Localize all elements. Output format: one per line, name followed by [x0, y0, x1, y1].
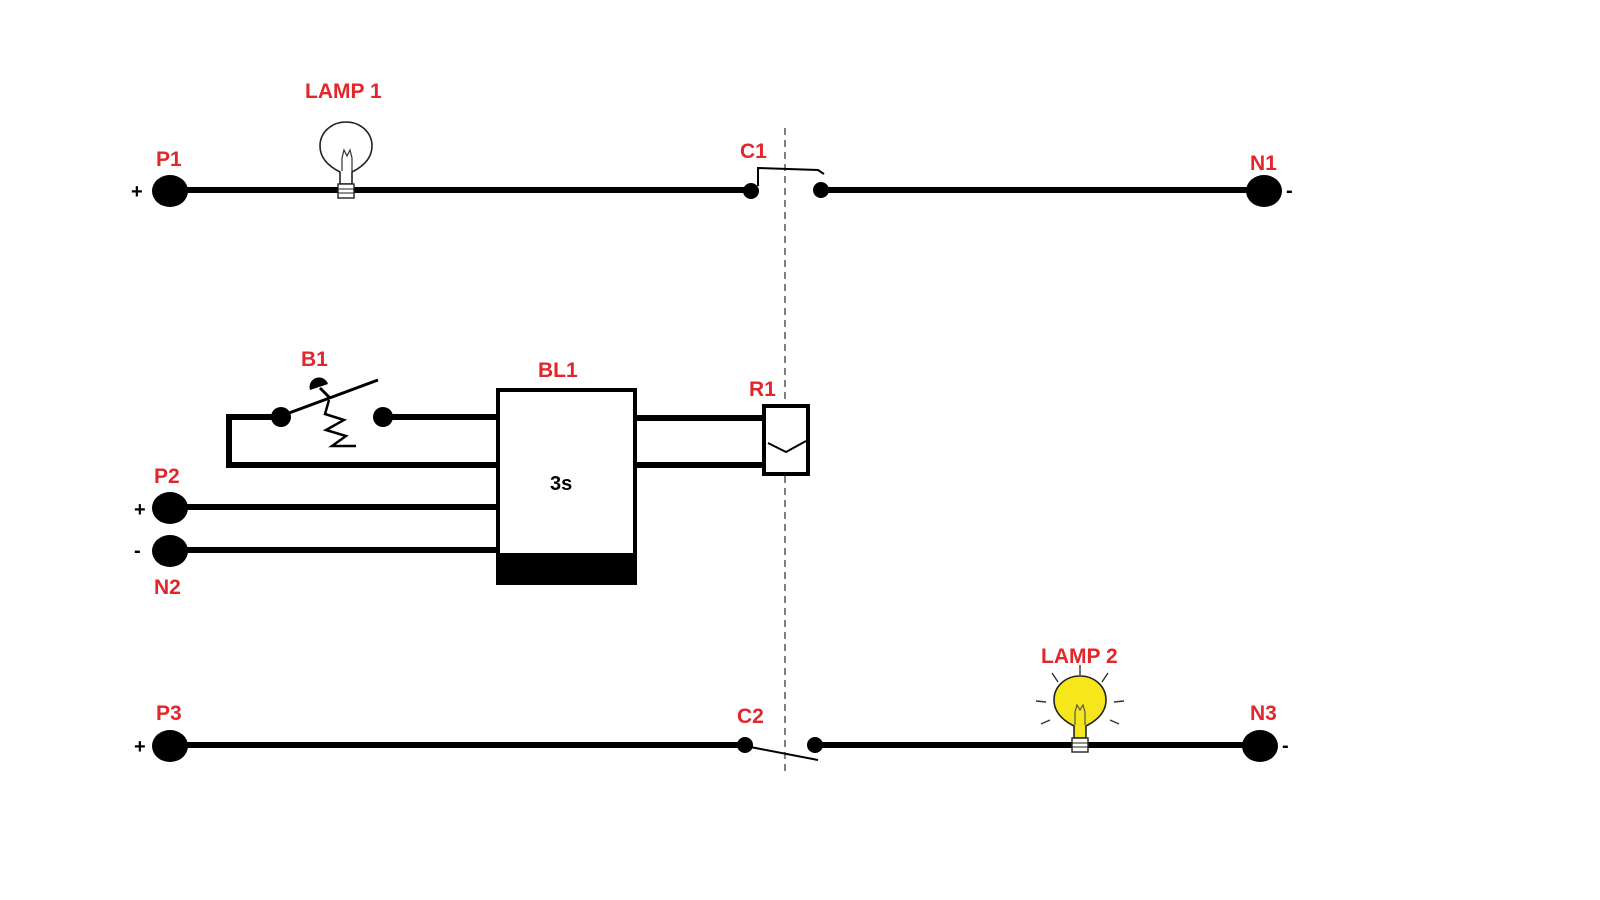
timer-block-bl1 — [496, 388, 637, 585]
circuit-1: + - P1 N1 C1 LAMP 1 — [131, 80, 1293, 207]
lamp-1 — [319, 121, 373, 199]
label-r1: R1 — [749, 378, 776, 401]
timer-delay-label: 3s — [550, 473, 572, 495]
label-bl1: BL1 — [538, 359, 578, 382]
label-p1: P1 — [156, 148, 182, 171]
sign-p3: + — [134, 736, 146, 758]
label-c2: C2 — [737, 705, 764, 728]
terminal-n1 — [1246, 175, 1282, 207]
label-lamp1: LAMP 1 — [305, 80, 382, 103]
terminal-n3 — [1242, 730, 1278, 762]
sign-p2: + — [134, 499, 146, 521]
light-bulb-icon — [319, 121, 373, 199]
control-circuit: 3s + - P2 N2 B1 BL1 R1 — [134, 348, 810, 599]
sign-p1: + — [131, 181, 143, 203]
contact-c2 — [737, 737, 823, 761]
sign-n2: - — [134, 540, 141, 562]
label-b1: B1 — [301, 348, 328, 371]
wire-b1-loop — [226, 414, 498, 468]
light-bulb-icon — [1035, 665, 1125, 753]
label-p2: P2 — [154, 465, 180, 488]
contact-c1 — [743, 166, 829, 199]
circuit-3: + - P3 N3 C2 LAMP 2 — [134, 645, 1289, 762]
terminal-p1 — [152, 175, 188, 207]
lamp-2 — [1035, 665, 1125, 753]
terminal-n2 — [152, 535, 188, 567]
label-n3: N3 — [1250, 702, 1277, 725]
sign-n3: - — [1282, 735, 1289, 757]
label-p3: P3 — [156, 702, 182, 725]
label-lamp2: LAMP 2 — [1041, 645, 1118, 668]
label-n2: N2 — [154, 576, 181, 599]
sign-n1: - — [1286, 180, 1293, 202]
relay-coil-r1 — [762, 404, 810, 476]
terminal-p2 — [152, 492, 188, 524]
label-c1: C1 — [740, 140, 767, 163]
push-button-b1 — [271, 377, 393, 448]
terminal-p3 — [152, 730, 188, 762]
label-n1: N1 — [1250, 152, 1277, 175]
